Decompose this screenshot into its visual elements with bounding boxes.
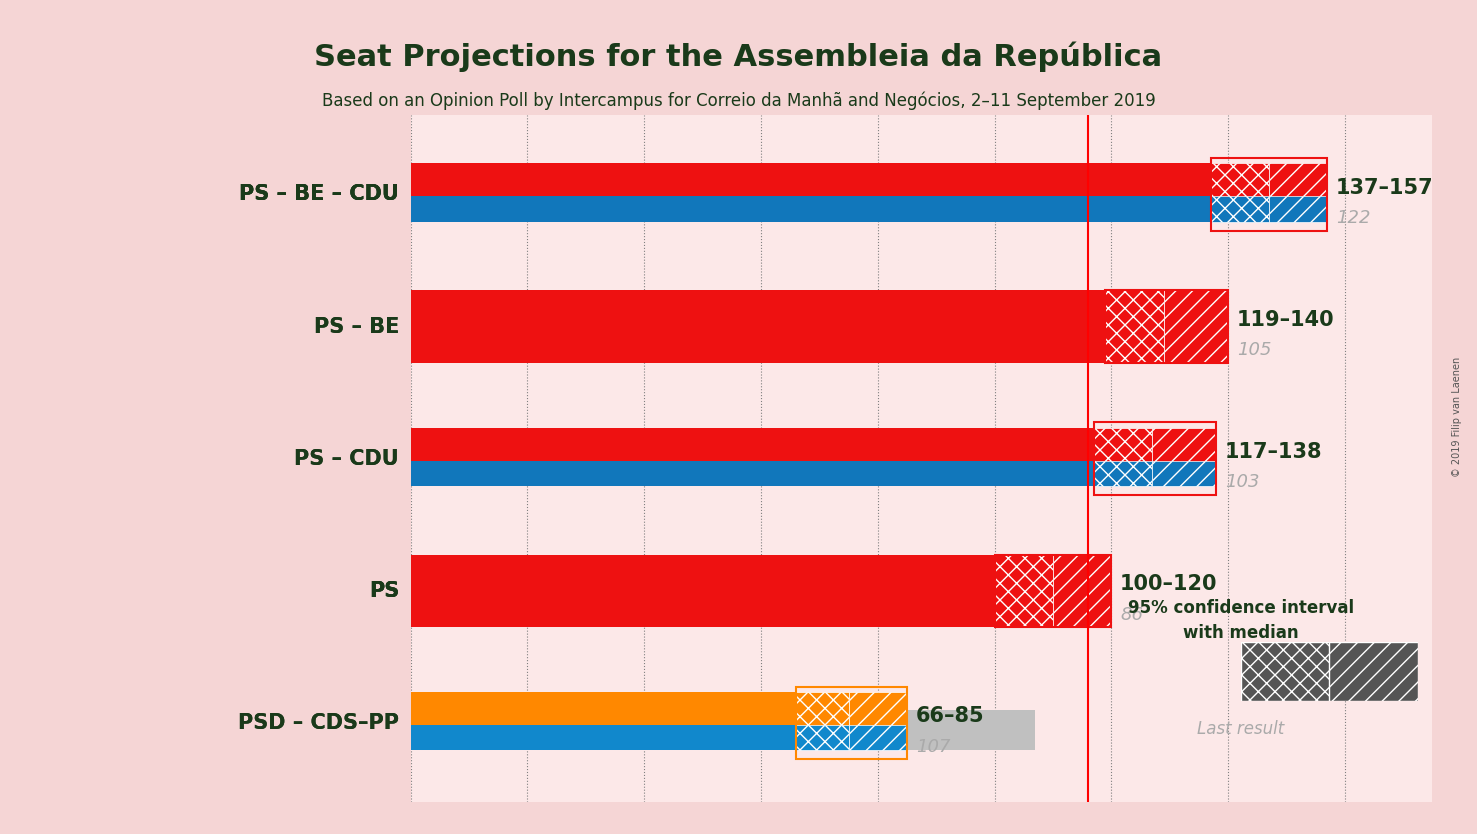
Text: 105: 105 (1236, 341, 1272, 359)
Text: 95% confidence interval: 95% confidence interval (1127, 599, 1354, 617)
Text: PS – BE: PS – BE (313, 317, 399, 337)
Text: 119–140: 119–140 (1236, 310, 1335, 330)
Text: PS: PS (369, 580, 399, 600)
Text: 117–138: 117–138 (1226, 442, 1323, 462)
Bar (796, 725, 849, 751)
Bar (411, 181, 1123, 221)
Bar (849, 692, 907, 732)
Text: PS – BE – CDU: PS – BE – CDU (239, 184, 399, 204)
Bar (1105, 290, 1227, 363)
Bar (796, 686, 907, 760)
Text: PSD – CDS–PP: PSD – CDS–PP (238, 713, 399, 733)
Text: 100–120: 100–120 (1120, 575, 1217, 595)
Bar (1211, 163, 1269, 203)
Bar (411, 290, 1105, 363)
Bar (1211, 158, 1328, 231)
Bar (994, 555, 1111, 627)
Bar (411, 445, 1012, 485)
Bar (411, 163, 1211, 203)
Bar (1164, 290, 1227, 363)
Bar (411, 196, 1211, 222)
Text: © 2019 Filip van Laenen: © 2019 Filip van Laenen (1452, 357, 1462, 477)
Text: PSD – CDS–PP: PSD – CDS–PP (238, 713, 399, 733)
Text: PS: PS (369, 580, 399, 600)
Text: PS: PS (369, 580, 399, 600)
Bar (411, 428, 1094, 468)
Bar (411, 692, 796, 732)
Bar (849, 725, 907, 751)
Text: 66–85: 66–85 (916, 706, 984, 726)
Bar (411, 577, 913, 617)
Text: PS – CDU: PS – CDU (294, 449, 399, 469)
Text: PS – BE – CDU: PS – BE – CDU (239, 184, 399, 204)
Text: 122: 122 (1337, 209, 1371, 227)
Bar (411, 725, 796, 751)
Bar (1094, 422, 1217, 495)
Bar (1269, 196, 1328, 222)
Bar (1094, 428, 1152, 468)
Bar (411, 460, 1094, 486)
Bar (1152, 460, 1217, 486)
Text: Seat Projections for the Assembleia da República: Seat Projections for the Assembleia da R… (315, 42, 1162, 73)
Text: Last result: Last result (1196, 720, 1285, 738)
Text: with median: with median (1183, 624, 1298, 642)
Bar (796, 692, 849, 732)
Text: 86: 86 (1120, 605, 1143, 624)
Text: PS – CDU: PS – CDU (294, 449, 399, 469)
Bar (411, 555, 994, 627)
Bar (1105, 290, 1164, 363)
Text: 137–157: 137–157 (1337, 178, 1434, 198)
Bar (1152, 428, 1217, 468)
Bar (411, 313, 1024, 353)
Bar (1094, 460, 1152, 486)
Text: PS – BE: PS – BE (313, 317, 399, 337)
Text: PS – BE – CDU: PS – BE – CDU (239, 184, 399, 204)
Text: 103: 103 (1226, 474, 1260, 491)
Bar (1269, 163, 1328, 203)
Bar (1211, 196, 1269, 222)
Bar (994, 555, 1053, 627)
Text: 107: 107 (916, 738, 950, 756)
Bar (411, 710, 1035, 750)
Bar (1053, 555, 1111, 627)
Text: Based on an Opinion Poll by Intercampus for Correio da Manhã and Negócios, 2–11 : Based on an Opinion Poll by Intercampus … (322, 92, 1155, 110)
